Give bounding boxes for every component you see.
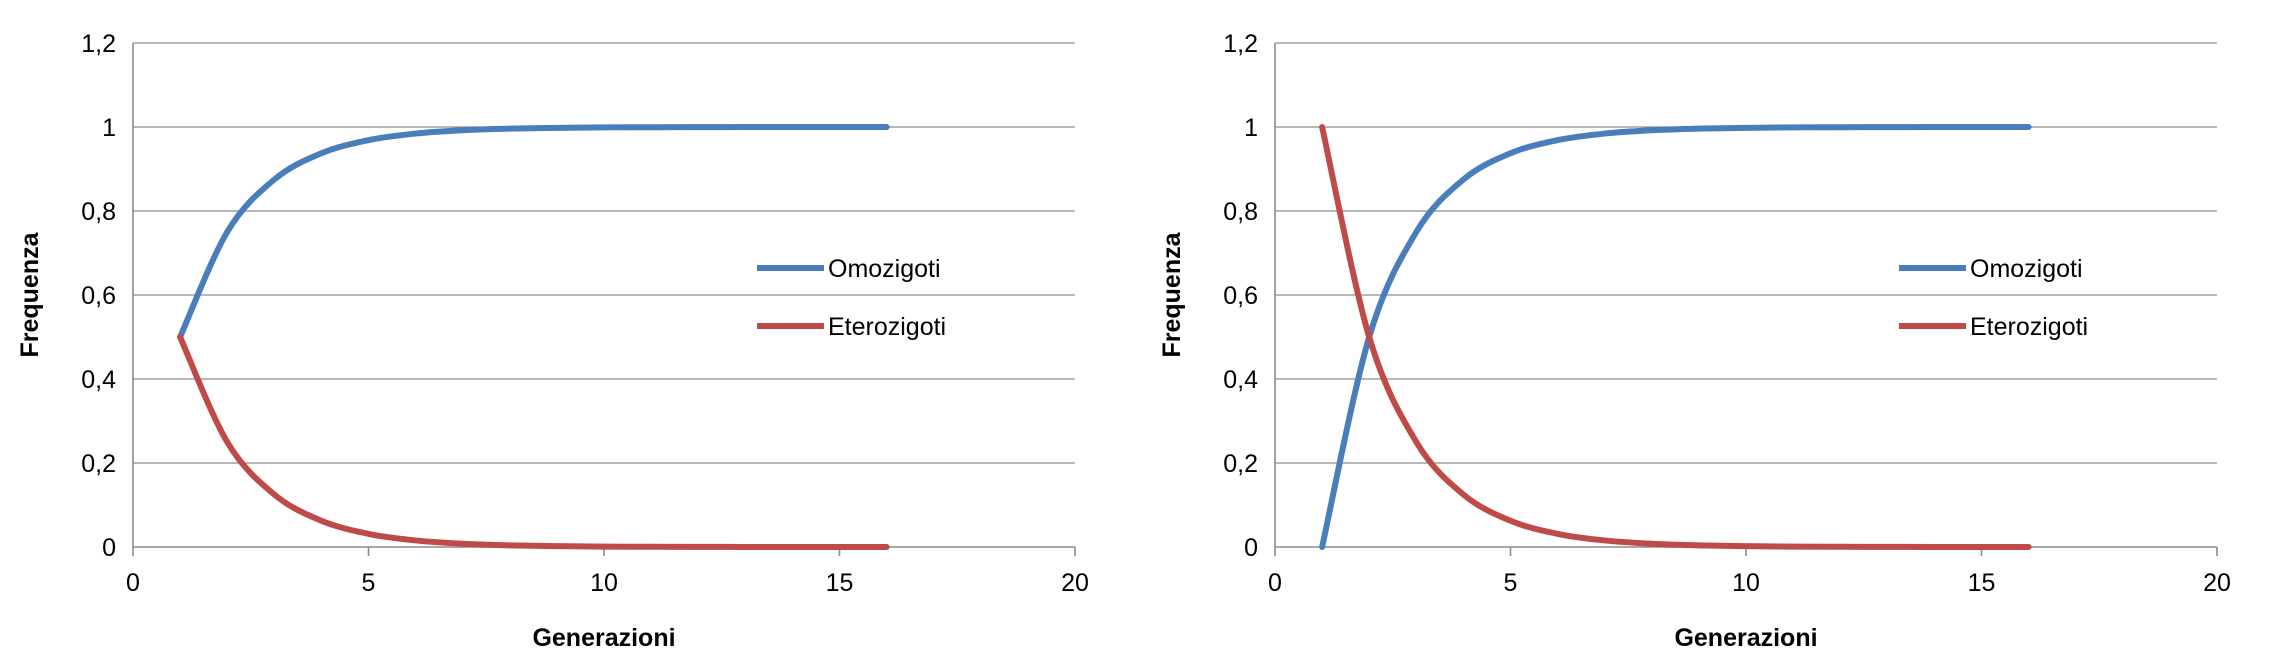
series-line-omozigoti (177, 124, 890, 340)
x-tick-label: 0 (1268, 569, 1282, 597)
y-tick-label: 0,6 (1223, 282, 1258, 310)
x-axis-title: Generazioni (532, 624, 675, 652)
legend-label: Omozigoti (1970, 255, 2083, 283)
x-axis-title: Generazioni (1674, 624, 1817, 652)
chart-panel-right: 0 0,2 0,4 0,6 0,8 1 1,2 0 5 10 15 20 Generazioni Freq… (1142, 0, 2283, 672)
x-tick-label: 10 (1732, 569, 1760, 597)
y-tick-label: 1,2 (1223, 30, 1258, 58)
y-tick-label: 0 (1244, 534, 1258, 562)
y-tick-label: 0,8 (81, 198, 116, 226)
y-tick-label: 0,4 (1223, 366, 1258, 394)
y-tick-label: 0 (102, 534, 116, 562)
y-tick-label: 1 (1244, 114, 1258, 142)
x-tick-label: 20 (2203, 569, 2231, 597)
x-tick-label: 5 (1504, 569, 1518, 597)
chart-svg: 0 0,2 0,4 0,6 0,8 1 1,2 0 5 10 15 20 Generazioni Freq… (16, 30, 1089, 652)
y-tick-label: 1,2 (81, 30, 116, 58)
legend-label: Eterozigoti (828, 313, 946, 341)
y-axis-title: Frequenza (1158, 231, 1186, 357)
y-tick-label: 0,2 (1223, 450, 1258, 478)
chart-panel-left: 0 0,2 0,4 0,6 0,8 1 1,2 0 5 10 15 20 Generazioni Freq… (0, 0, 1141, 672)
x-tick-label: 10 (590, 569, 618, 597)
y-tick-label: 1 (102, 114, 116, 142)
y-tick-label: 0,8 (1223, 198, 1258, 226)
legend-label: Omozigoti (828, 255, 941, 283)
x-tick-label: 15 (1968, 569, 1996, 597)
legend-label: Eterozigoti (1970, 313, 2088, 341)
series-line-eterozigoti (177, 334, 890, 550)
x-tick-label: 0 (126, 569, 140, 597)
y-tick-label: 0,4 (81, 366, 116, 394)
x-tick-label: 20 (1061, 569, 1089, 597)
y-tick-label: 0,2 (81, 450, 116, 478)
x-tick-label: 15 (826, 569, 854, 597)
series-line-eterozigoti (1319, 124, 2032, 550)
y-axis-title: Frequenza (16, 231, 44, 357)
x-tick-label: 5 (362, 569, 376, 597)
series-line-omozigoti (1319, 124, 2032, 550)
y-tick-label: 0,6 (81, 282, 116, 310)
chart-svg: 0 0,2 0,4 0,6 0,8 1 1,2 0 5 10 15 20 Generazioni Freq… (1158, 30, 2231, 652)
